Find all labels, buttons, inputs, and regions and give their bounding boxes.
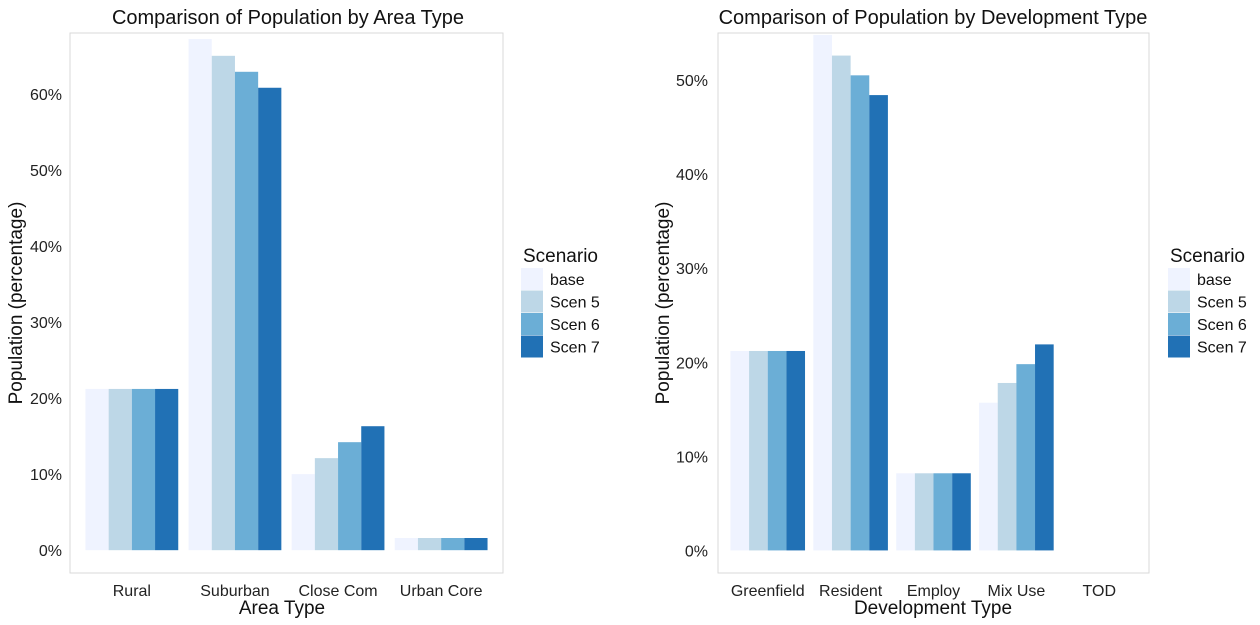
bar-rural-base: [85, 388, 109, 551]
y-tick-label: 20%: [676, 355, 708, 372]
y-tick-label: 40%: [30, 239, 62, 256]
x-tick-label: Employ: [907, 583, 960, 600]
bar-suburban-base: [188, 39, 212, 551]
legend-swatch: [521, 335, 543, 358]
chart-1-x-axis-label: Area Type: [239, 598, 325, 619]
bar-resident-scen-5: [831, 55, 851, 551]
y-tick-label: 30%: [676, 261, 708, 278]
chart-1-plot-panel: [69, 32, 504, 574]
bar-employ-base: [896, 473, 915, 551]
chart-2-legend-items: base Scen 5 Scen 6 Scen 7: [1168, 268, 1247, 358]
chart-2-legend: Scenario base Scen 5 Scen 6 Scen 7: [1168, 246, 1247, 358]
legend-label: Scen 7: [1197, 340, 1247, 357]
chart-1-legend-items: base Scen 5 Scen 6 Scen 7: [521, 268, 600, 358]
legend-swatch: [521, 313, 543, 335]
y-tick-label: 0%: [685, 543, 708, 560]
bar-close-com-scen-6: [338, 442, 362, 551]
x-tick-label: TOD: [1083, 583, 1116, 600]
x-tick-label: Greenfield: [731, 583, 805, 600]
bar-resident-scen-7: [869, 95, 888, 551]
bar-greenfield-scen-7: [786, 350, 806, 551]
y-tick-label: 10%: [30, 467, 62, 484]
legend-label: Scen 5: [1197, 295, 1247, 312]
chart-2-legend-title: Scenario: [1170, 246, 1245, 267]
chart-1-x-ticks: Rural Suburban Close Com Urban Core: [113, 583, 483, 600]
y-tick-label: 40%: [676, 167, 708, 184]
chart-2-y-ticks: 0% 10% 20% 30% 40% 50%: [676, 73, 708, 560]
bar-urban-core-scen-6: [441, 538, 465, 551]
y-tick-label: 20%: [30, 391, 62, 408]
chart-2-bars: [730, 34, 1054, 551]
bar-close-com-base: [291, 474, 315, 551]
legend-swatch: [1168, 290, 1190, 313]
chart-development-type: Comparison of Population by Development …: [653, 7, 1247, 619]
bar-suburban-scen-5: [211, 55, 235, 551]
legend-swatch: [1168, 335, 1190, 358]
bar-resident-scen-6: [850, 75, 870, 551]
chart-1-bars: [85, 39, 488, 551]
chart-2-y-axis-label: Population (percentage): [653, 202, 674, 405]
legend-swatch: [1168, 313, 1190, 335]
bar-resident-base: [813, 34, 832, 551]
legend-label: Scen 6: [1197, 317, 1247, 334]
chart-area-type: Comparison of Population by Area Type 0%…: [6, 7, 600, 619]
bar-rural-scen-7: [155, 388, 179, 551]
bar-close-com-scen-7: [361, 426, 385, 551]
legend-swatch: [521, 268, 543, 290]
y-tick-label: 0%: [39, 543, 62, 560]
bar-rural-scen-6: [131, 388, 156, 551]
legend-label: Scen 6: [550, 317, 600, 334]
x-tick-label: Close Com: [298, 583, 377, 600]
x-tick-label: Resident: [819, 583, 883, 600]
bar-greenfield-scen-6: [767, 350, 787, 551]
y-tick-label: 10%: [676, 449, 708, 466]
chart-2-plot-panel: [717, 32, 1150, 574]
bar-suburban-scen-7: [258, 87, 282, 551]
bar-rural-scen-5: [108, 388, 132, 551]
bar-mix-use-base: [979, 402, 998, 551]
y-tick-label: 50%: [676, 73, 708, 90]
legend-label: base: [1197, 272, 1232, 289]
chart-1-title: Comparison of Population by Area Type: [112, 7, 464, 29]
bar-mix-use-scen-6: [1016, 364, 1036, 551]
bar-mix-use-scen-5: [997, 382, 1017, 551]
chart-2-x-ticks: Greenfield Resident Employ Mix Use TOD: [731, 583, 1116, 600]
chart-1-legend-title: Scenario: [523, 246, 598, 267]
bar-urban-core-scen-7: [464, 538, 488, 551]
chart-1-y-axis-label: Population (percentage): [6, 202, 27, 405]
chart-2-x-axis-label: Development Type: [854, 598, 1012, 619]
bar-mix-use-scen-7: [1035, 344, 1054, 551]
x-tick-label: Urban Core: [400, 583, 483, 600]
legend-label: Scen 5: [550, 295, 600, 312]
bar-employ-scen-5: [914, 473, 934, 551]
chart-2-title: Comparison of Population by Development …: [719, 7, 1148, 29]
legend-label: base: [550, 272, 585, 289]
bar-urban-core-base: [394, 538, 418, 551]
y-tick-label: 60%: [30, 87, 62, 104]
bar-employ-scen-6: [933, 473, 953, 551]
bar-close-com-scen-5: [314, 458, 339, 551]
bar-greenfield-scen-5: [749, 350, 768, 551]
x-tick-label: Mix Use: [987, 583, 1045, 600]
x-tick-label: Rural: [113, 583, 151, 600]
y-tick-label: 30%: [30, 315, 62, 332]
bar-suburban-scen-6: [234, 71, 259, 551]
bar-employ-scen-7: [952, 473, 971, 551]
legend-swatch: [521, 290, 543, 313]
legend-label: Scen 7: [550, 340, 600, 357]
chart-1-legend: Scenario base Scen 5 Scen 6 Scen 7: [521, 246, 600, 358]
y-tick-label: 50%: [30, 163, 62, 180]
bar-greenfield-base: [730, 350, 750, 551]
chart-1-y-ticks: 0% 10% 20% 30% 40% 50% 60%: [30, 87, 62, 560]
x-tick-label: Suburban: [200, 583, 269, 600]
bar-urban-core-scen-5: [417, 538, 442, 551]
legend-swatch: [1168, 268, 1190, 290]
